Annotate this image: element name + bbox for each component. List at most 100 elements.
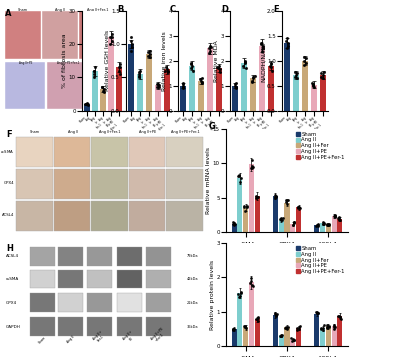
Point — [336, 217, 342, 222]
Point — [164, 66, 170, 71]
Point — [296, 326, 302, 332]
Bar — [166, 169, 203, 199]
Point — [310, 84, 317, 90]
Bar — [180, 86, 186, 111]
Y-axis label: Relative protein levels: Relative protein levels — [210, 260, 215, 330]
Bar — [290, 224, 295, 232]
Bar — [58, 293, 83, 312]
FancyBboxPatch shape — [4, 11, 41, 59]
Point — [83, 100, 89, 106]
Point — [108, 35, 115, 40]
Point — [136, 75, 142, 80]
Bar — [241, 63, 247, 111]
Point — [248, 165, 254, 171]
Bar — [58, 247, 83, 266]
Point — [335, 217, 342, 222]
Point — [109, 35, 115, 40]
Bar — [249, 282, 254, 346]
Point — [248, 278, 254, 284]
Point — [178, 81, 185, 87]
Point — [242, 325, 248, 330]
Point — [231, 326, 237, 332]
Point — [279, 217, 285, 222]
Point — [92, 68, 98, 74]
Point — [242, 59, 248, 65]
Bar — [189, 66, 195, 111]
Point — [242, 208, 248, 214]
Point — [251, 74, 258, 80]
Point — [130, 45, 136, 50]
Text: H: H — [6, 244, 13, 253]
Point — [277, 216, 283, 222]
Text: Ang II+Fer-1: Ang II+Fer-1 — [99, 130, 121, 134]
Bar — [100, 89, 106, 111]
Point — [248, 283, 255, 288]
Bar — [279, 220, 284, 232]
Point — [242, 323, 248, 329]
FancyBboxPatch shape — [79, 11, 116, 59]
Bar — [302, 61, 308, 111]
Bar — [117, 293, 142, 312]
Point — [91, 71, 97, 77]
Point — [255, 318, 261, 324]
Text: Ang II+PE+Fer-1: Ang II+PE+Fer-1 — [170, 130, 199, 134]
Y-axis label: Relative GSH levels: Relative GSH levels — [105, 30, 110, 91]
Point — [84, 101, 90, 106]
Bar — [314, 313, 319, 346]
Point — [291, 219, 297, 225]
FancyBboxPatch shape — [47, 62, 88, 109]
Point — [147, 48, 153, 54]
Text: F: F — [6, 130, 12, 139]
Bar — [337, 316, 342, 346]
Bar — [87, 317, 112, 336]
Point — [236, 172, 242, 177]
Point — [155, 81, 161, 87]
Bar — [326, 225, 331, 232]
Point — [190, 63, 196, 69]
Point — [324, 324, 330, 330]
Point — [257, 42, 264, 47]
Point — [337, 314, 344, 320]
Bar — [92, 71, 98, 111]
Text: GPX4: GPX4 — [4, 181, 14, 185]
Point — [278, 333, 284, 339]
Point — [153, 85, 160, 90]
Bar — [87, 247, 112, 266]
Point — [319, 74, 326, 80]
Point — [230, 327, 236, 332]
Point — [190, 65, 197, 71]
Point — [244, 203, 250, 209]
Point — [277, 333, 284, 339]
Point — [253, 317, 259, 322]
Bar — [284, 203, 290, 232]
Text: 79kDa: 79kDa — [186, 254, 198, 258]
Bar — [91, 137, 128, 167]
Point — [291, 337, 297, 342]
Point — [303, 55, 310, 61]
Point — [163, 68, 169, 74]
Text: Ang II+PE
+Fer-1: Ang II+PE +Fer-1 — [150, 327, 167, 344]
Point — [260, 48, 266, 54]
Point — [83, 102, 90, 107]
Point — [294, 72, 300, 77]
Point — [154, 82, 161, 88]
Point — [255, 316, 261, 321]
Point — [315, 222, 322, 227]
Bar — [296, 207, 301, 232]
Point — [326, 323, 333, 328]
Bar — [146, 54, 152, 111]
Point — [251, 73, 257, 79]
Bar — [91, 201, 128, 231]
Bar — [16, 137, 53, 167]
Bar — [320, 75, 326, 111]
Bar — [250, 78, 256, 111]
Point — [249, 165, 255, 171]
Point — [313, 310, 320, 315]
Text: ACSL4: ACSL4 — [2, 213, 14, 217]
Point — [235, 174, 242, 179]
Point — [249, 157, 255, 163]
Point — [230, 219, 236, 225]
Bar — [58, 270, 83, 288]
Bar — [16, 201, 53, 231]
Text: Ang II: Ang II — [55, 8, 65, 12]
